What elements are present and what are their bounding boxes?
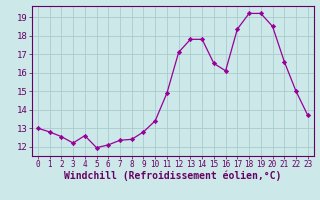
X-axis label: Windchill (Refroidissement éolien,°C): Windchill (Refroidissement éolien,°C) bbox=[64, 171, 282, 181]
